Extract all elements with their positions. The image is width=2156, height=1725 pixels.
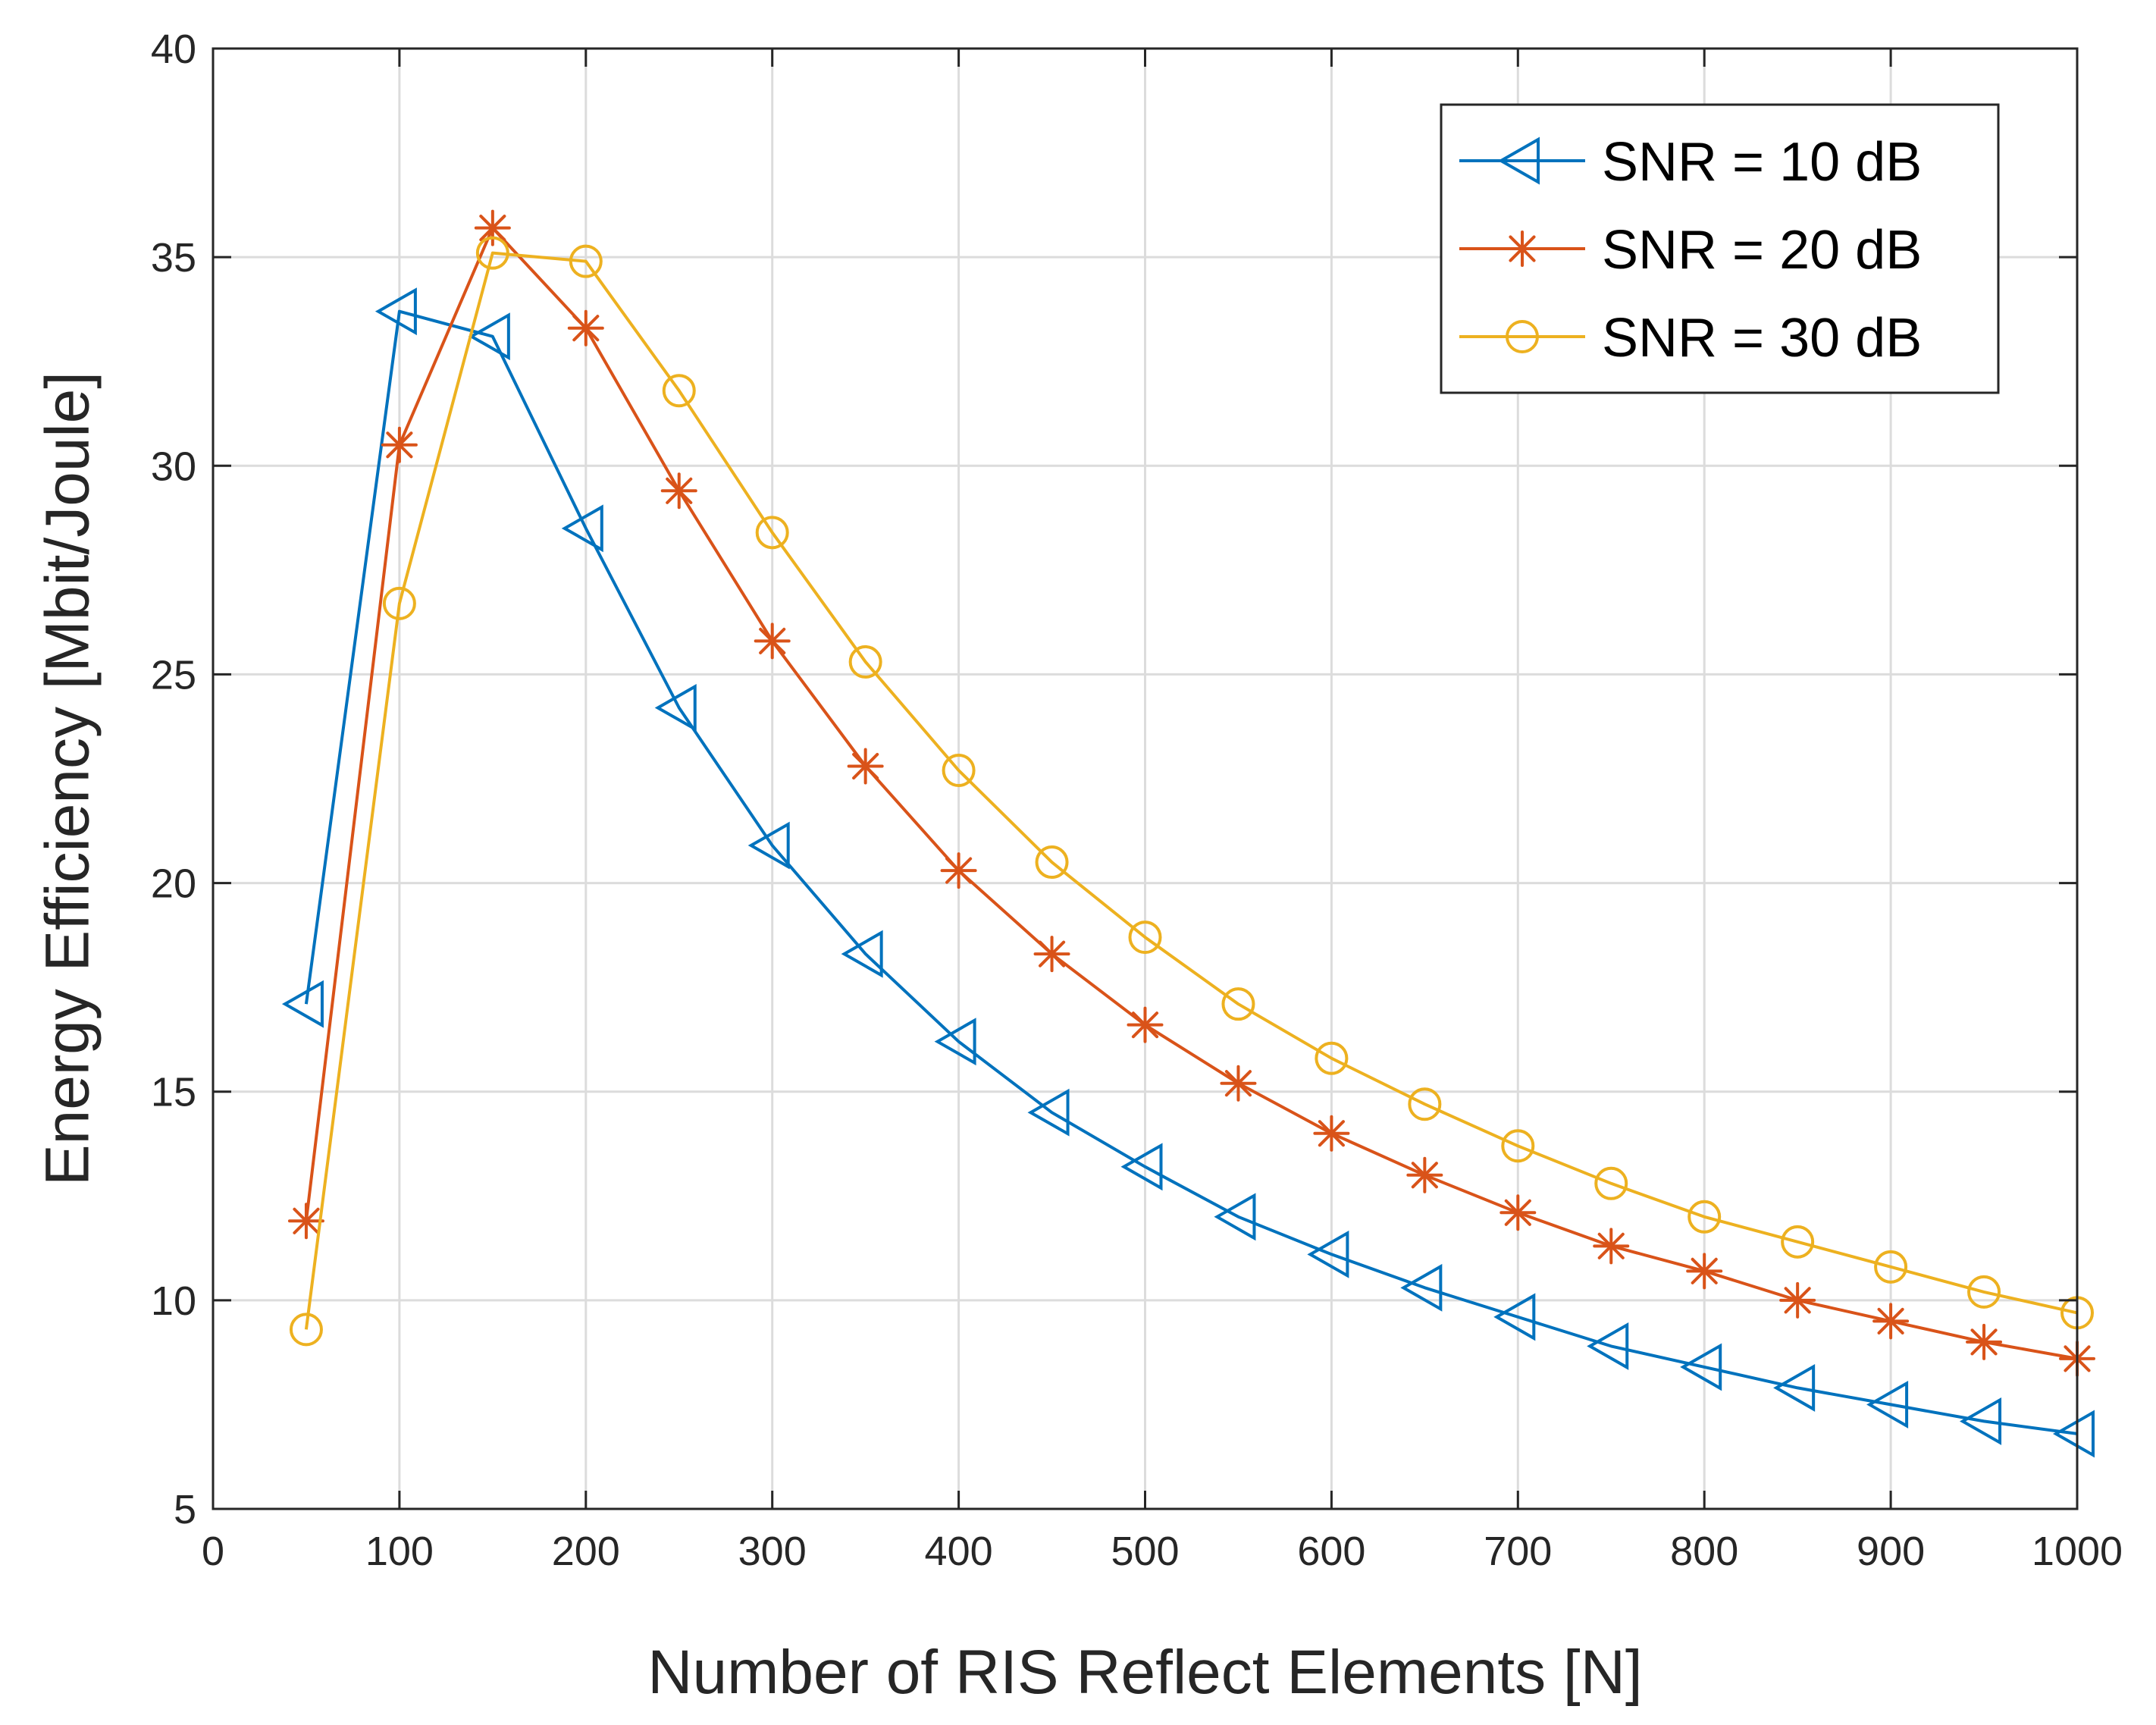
- data-point: [1866, 1380, 1909, 1429]
- data-point: [287, 1203, 324, 1240]
- y-tick-label: 35: [151, 235, 196, 281]
- legend-label: SNR = 30 dB: [1602, 308, 1922, 369]
- x-tick-label: 900: [1857, 1529, 1925, 1574]
- data-point: [1220, 1065, 1257, 1102]
- series-line: [304, 226, 2078, 1360]
- y-tick-label: 15: [151, 1070, 196, 1115]
- data-point: [1773, 1363, 1816, 1412]
- data-point: [1967, 1275, 2001, 1309]
- data-point: [940, 852, 977, 889]
- legend-marker: [1497, 136, 1540, 185]
- data-point: [1400, 1263, 1443, 1312]
- series-layer: [281, 209, 2095, 1458]
- data-point: [1499, 1194, 1537, 1231]
- data-point: [468, 312, 510, 361]
- x-tick-label: 600: [1297, 1529, 1365, 1574]
- y-axis-label: Energy Efficiency [Mbit/Joule]: [33, 372, 102, 1186]
- x-axis-label: Number of RIS Reflect Elements [N]: [647, 1638, 1642, 1707]
- data-point: [289, 1313, 323, 1347]
- data-point: [1594, 1166, 1628, 1200]
- series-1: [281, 287, 2095, 1458]
- x-tick-label: 1000: [2032, 1529, 2123, 1574]
- data-point: [1493, 1293, 1536, 1341]
- data-point: [1593, 1228, 1630, 1265]
- y-tick-label: 20: [151, 861, 196, 907]
- data-point: [747, 821, 790, 870]
- y-tick-label: 5: [174, 1487, 196, 1532]
- legend-label: SNR = 10 dB: [1602, 132, 1922, 193]
- data-point: [475, 236, 509, 270]
- legend-marker: [1504, 231, 1540, 267]
- data-point: [374, 287, 417, 336]
- data-point: [1406, 1156, 1443, 1193]
- y-tick-label: 10: [151, 1278, 196, 1324]
- series-2: [287, 209, 2095, 1377]
- x-tick-label: 800: [1670, 1529, 1738, 1574]
- data-point: [1680, 1343, 1722, 1391]
- x-tick-label: 700: [1484, 1529, 1552, 1574]
- data-point: [1779, 1281, 1816, 1319]
- data-point: [1221, 987, 1255, 1021]
- data-point: [382, 586, 416, 620]
- data-point: [1501, 1129, 1535, 1163]
- y-tick-label: 30: [151, 444, 196, 489]
- data-point: [1688, 1200, 1722, 1234]
- data-point: [569, 244, 603, 278]
- data-point: [1781, 1225, 1815, 1259]
- data-point: [281, 980, 324, 1028]
- x-tick-label: 400: [925, 1529, 993, 1574]
- legend-entry: SNR = 20 dB: [1459, 220, 1922, 281]
- data-point: [654, 684, 697, 732]
- data-point: [1872, 1303, 1910, 1340]
- x-tick-label: 200: [552, 1529, 620, 1574]
- data-point: [567, 309, 604, 347]
- legend-entry: SNR = 30 dB: [1459, 308, 1922, 369]
- data-point: [1960, 1397, 2002, 1445]
- data-point: [1874, 1250, 1908, 1284]
- y-tick-label: 25: [151, 652, 196, 698]
- data-point: [381, 426, 418, 463]
- legend: SNR = 10 dB SNR = 20 dB SNR = 30 dB: [1440, 103, 2000, 394]
- x-tick-label: 100: [365, 1529, 434, 1574]
- data-point: [848, 645, 882, 679]
- data-point: [1686, 1253, 1723, 1290]
- tick-labels: 0 100 200 300 400 500 600 700 800 900 1000 5 10 15 20 2…: [151, 27, 2123, 1574]
- data-point: [1120, 1143, 1163, 1191]
- axis-ticks: [212, 47, 2079, 1510]
- y-tick-label: 40: [151, 27, 196, 72]
- data-point: [1408, 1087, 1442, 1121]
- data-point: [1035, 845, 1069, 880]
- data-point: [1127, 1006, 1164, 1043]
- data-point: [1033, 936, 1070, 973]
- legend-entry: SNR = 10 dB: [1459, 132, 1922, 193]
- data-point: [561, 504, 603, 553]
- data-point: [1966, 1323, 2003, 1360]
- x-tick-label: 300: [738, 1529, 807, 1574]
- x-tick-label: 500: [1111, 1529, 1179, 1574]
- x-tick-label: 0: [202, 1529, 224, 1574]
- data-point: [1313, 1115, 1350, 1152]
- legend-marker: [1506, 320, 1539, 353]
- data-point: [1587, 1322, 1629, 1370]
- data-point: [2052, 1410, 2095, 1458]
- data-point: [1027, 1088, 1070, 1137]
- data-point: [1128, 921, 1162, 955]
- data-point: [1307, 1230, 1349, 1278]
- data-point: [847, 748, 884, 785]
- data-point: [474, 209, 511, 246]
- data-point: [1214, 1193, 1256, 1241]
- data-point: [660, 472, 697, 510]
- data-point: [1315, 1041, 1349, 1075]
- series-3: [289, 236, 2094, 1347]
- data-point: [754, 623, 791, 660]
- data-point: [755, 516, 789, 550]
- data-point: [841, 930, 883, 978]
- data-point: [942, 753, 976, 787]
- data-point: [934, 1018, 976, 1066]
- data-point: [662, 374, 696, 408]
- legend-label: SNR = 20 dB: [1602, 220, 1922, 281]
